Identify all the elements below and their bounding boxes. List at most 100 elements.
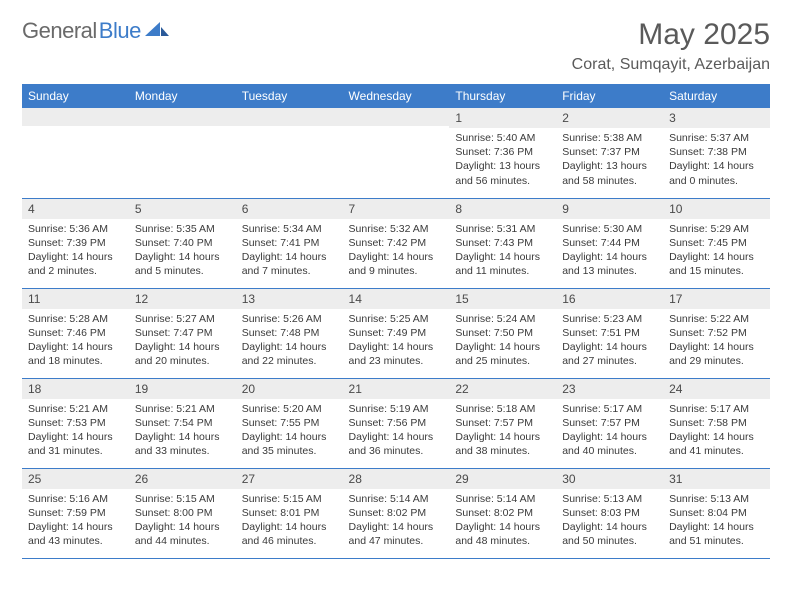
sunrise-text: Sunrise: 5:24 AM: [455, 312, 550, 326]
day-number: [236, 108, 343, 126]
title-block: May 2025 Corat, Sumqayit, Azerbaijan: [572, 18, 770, 74]
day-number: 13: [236, 289, 343, 309]
day-header: Thursday: [449, 84, 556, 108]
day-details: Sunrise: 5:14 AMSunset: 8:02 PMDaylight:…: [449, 489, 556, 555]
daylight-text: Daylight: 14 hours and 33 minutes.: [135, 430, 230, 458]
sunset-text: Sunset: 7:55 PM: [242, 416, 337, 430]
day-number: 4: [22, 199, 129, 219]
calendar-cell: 20Sunrise: 5:20 AMSunset: 7:55 PMDayligh…: [236, 378, 343, 468]
sunset-text: Sunset: 8:03 PM: [562, 506, 657, 520]
sunrise-text: Sunrise: 5:21 AM: [135, 402, 230, 416]
sunset-text: Sunset: 7:36 PM: [455, 145, 550, 159]
calendar-cell: 13Sunrise: 5:26 AMSunset: 7:48 PMDayligh…: [236, 288, 343, 378]
sunset-text: Sunset: 7:59 PM: [28, 506, 123, 520]
daylight-text: Daylight: 14 hours and 43 minutes.: [28, 520, 123, 548]
day-number: 8: [449, 199, 556, 219]
daylight-text: Daylight: 14 hours and 25 minutes.: [455, 340, 550, 368]
day-number: 3: [663, 108, 770, 128]
day-number: 21: [343, 379, 450, 399]
sunrise-text: Sunrise: 5:14 AM: [349, 492, 444, 506]
day-number: 26: [129, 469, 236, 489]
sunset-text: Sunset: 8:01 PM: [242, 506, 337, 520]
day-number: 15: [449, 289, 556, 309]
sunset-text: Sunset: 8:00 PM: [135, 506, 230, 520]
sunset-text: Sunset: 7:50 PM: [455, 326, 550, 340]
day-details: Sunrise: 5:20 AMSunset: 7:55 PMDaylight:…: [236, 399, 343, 465]
calendar-cell: 30Sunrise: 5:13 AMSunset: 8:03 PMDayligh…: [556, 468, 663, 558]
daylight-text: Daylight: 14 hours and 0 minutes.: [669, 159, 764, 187]
sunset-text: Sunset: 7:47 PM: [135, 326, 230, 340]
sunset-text: Sunset: 7:53 PM: [28, 416, 123, 430]
sunrise-text: Sunrise: 5:23 AM: [562, 312, 657, 326]
day-number: 5: [129, 199, 236, 219]
day-number: 22: [449, 379, 556, 399]
calendar-cell: [343, 108, 450, 198]
day-number: 20: [236, 379, 343, 399]
day-number: [129, 108, 236, 126]
sunset-text: Sunset: 7:51 PM: [562, 326, 657, 340]
sunrise-text: Sunrise: 5:27 AM: [135, 312, 230, 326]
day-details: Sunrise: 5:21 AMSunset: 7:54 PMDaylight:…: [129, 399, 236, 465]
calendar-cell: 10Sunrise: 5:29 AMSunset: 7:45 PMDayligh…: [663, 198, 770, 288]
sunrise-text: Sunrise: 5:25 AM: [349, 312, 444, 326]
sunrise-text: Sunrise: 5:29 AM: [669, 222, 764, 236]
sunset-text: Sunset: 8:04 PM: [669, 506, 764, 520]
day-details: Sunrise: 5:15 AMSunset: 8:01 PMDaylight:…: [236, 489, 343, 555]
calendar-week: 11Sunrise: 5:28 AMSunset: 7:46 PMDayligh…: [22, 288, 770, 378]
calendar-cell: 23Sunrise: 5:17 AMSunset: 7:57 PMDayligh…: [556, 378, 663, 468]
day-details: Sunrise: 5:18 AMSunset: 7:57 PMDaylight:…: [449, 399, 556, 465]
daylight-text: Daylight: 14 hours and 29 minutes.: [669, 340, 764, 368]
sunrise-text: Sunrise: 5:32 AM: [349, 222, 444, 236]
sunrise-text: Sunrise: 5:15 AM: [135, 492, 230, 506]
day-number: 10: [663, 199, 770, 219]
daylight-text: Daylight: 14 hours and 41 minutes.: [669, 430, 764, 458]
sunset-text: Sunset: 7:57 PM: [562, 416, 657, 430]
day-number: 16: [556, 289, 663, 309]
day-details: Sunrise: 5:26 AMSunset: 7:48 PMDaylight:…: [236, 309, 343, 375]
calendar-cell: 31Sunrise: 5:13 AMSunset: 8:04 PMDayligh…: [663, 468, 770, 558]
day-details: Sunrise: 5:38 AMSunset: 7:37 PMDaylight:…: [556, 128, 663, 194]
daylight-text: Daylight: 14 hours and 48 minutes.: [455, 520, 550, 548]
calendar-cell: [129, 108, 236, 198]
day-number: 17: [663, 289, 770, 309]
day-details: Sunrise: 5:19 AMSunset: 7:56 PMDaylight:…: [343, 399, 450, 465]
sunrise-text: Sunrise: 5:15 AM: [242, 492, 337, 506]
day-number: 30: [556, 469, 663, 489]
calendar-cell: 27Sunrise: 5:15 AMSunset: 8:01 PMDayligh…: [236, 468, 343, 558]
sunset-text: Sunset: 7:45 PM: [669, 236, 764, 250]
sunset-text: Sunset: 7:39 PM: [28, 236, 123, 250]
day-details: Sunrise: 5:40 AMSunset: 7:36 PMDaylight:…: [449, 128, 556, 194]
day-header-row: SundayMondayTuesdayWednesdayThursdayFrid…: [22, 84, 770, 108]
daylight-text: Daylight: 14 hours and 44 minutes.: [135, 520, 230, 548]
sunset-text: Sunset: 7:42 PM: [349, 236, 444, 250]
daylight-text: Daylight: 14 hours and 35 minutes.: [242, 430, 337, 458]
day-details: Sunrise: 5:35 AMSunset: 7:40 PMDaylight:…: [129, 219, 236, 285]
calendar-cell: 5Sunrise: 5:35 AMSunset: 7:40 PMDaylight…: [129, 198, 236, 288]
day-number: 24: [663, 379, 770, 399]
day-details: Sunrise: 5:28 AMSunset: 7:46 PMDaylight:…: [22, 309, 129, 375]
daylight-text: Daylight: 14 hours and 2 minutes.: [28, 250, 123, 278]
sunrise-text: Sunrise: 5:38 AM: [562, 131, 657, 145]
brand-logo: General Blue: [22, 18, 169, 44]
day-header: Tuesday: [236, 84, 343, 108]
day-details: Sunrise: 5:24 AMSunset: 7:50 PMDaylight:…: [449, 309, 556, 375]
daylight-text: Daylight: 14 hours and 13 minutes.: [562, 250, 657, 278]
calendar-cell: 4 Sunrise: 5:36 AMSunset: 7:39 PMDaylight…: [22, 198, 129, 288]
day-details: Sunrise: 5:34 AMSunset: 7:41 PMDaylight:…: [236, 219, 343, 285]
calendar-cell: 12Sunrise: 5:27 AMSunset: 7:47 PMDayligh…: [129, 288, 236, 378]
day-header: Friday: [556, 84, 663, 108]
sunrise-text: Sunrise: 5:36 AM: [28, 222, 123, 236]
day-number: 27: [236, 469, 343, 489]
page-header: General Blue May 2025 Corat, Sumqayit, A…: [22, 18, 770, 74]
calendar-table: SundayMondayTuesdayWednesdayThursdayFrid…: [22, 84, 770, 559]
day-number: 29: [449, 469, 556, 489]
calendar-cell: 9Sunrise: 5:30 AMSunset: 7:44 PMDaylight…: [556, 198, 663, 288]
calendar-cell: [236, 108, 343, 198]
day-number: 12: [129, 289, 236, 309]
day-number: 9: [556, 199, 663, 219]
calendar-cell: 7Sunrise: 5:32 AMSunset: 7:42 PMDaylight…: [343, 198, 450, 288]
sunrise-text: Sunrise: 5:13 AM: [562, 492, 657, 506]
month-title: May 2025: [572, 18, 770, 52]
daylight-text: Daylight: 14 hours and 5 minutes.: [135, 250, 230, 278]
day-details: Sunrise: 5:30 AMSunset: 7:44 PMDaylight:…: [556, 219, 663, 285]
